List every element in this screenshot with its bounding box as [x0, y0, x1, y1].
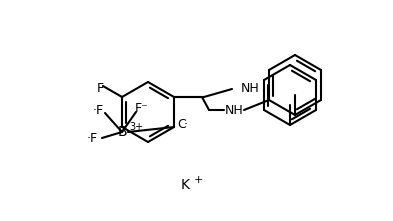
Text: F⁻: F⁻ [135, 101, 149, 114]
Text: +: + [194, 175, 203, 185]
Text: K: K [180, 178, 189, 192]
Text: ·F: ·F [92, 103, 103, 116]
Text: 3+: 3+ [129, 122, 143, 132]
Text: F: F [96, 82, 103, 95]
Text: C: C [177, 118, 186, 131]
Text: ·: · [184, 118, 188, 131]
Text: NH: NH [241, 82, 259, 95]
Text: ·F: ·F [86, 131, 97, 145]
Text: NH: NH [225, 103, 243, 116]
Text: B: B [117, 125, 127, 139]
